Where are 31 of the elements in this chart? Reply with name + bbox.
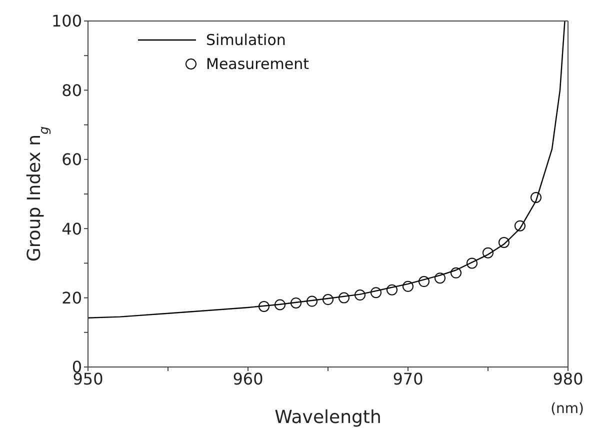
y-tick-label: 20 xyxy=(62,288,82,308)
point xyxy=(354,290,366,301)
point xyxy=(322,294,334,306)
point xyxy=(514,220,526,232)
point xyxy=(386,284,398,296)
point xyxy=(530,192,542,203)
x-tick-label: 980 xyxy=(552,369,584,388)
point xyxy=(338,292,350,304)
point xyxy=(418,276,430,288)
point xyxy=(290,297,302,308)
text: (nm) xyxy=(550,401,584,417)
point xyxy=(434,272,446,284)
point xyxy=(306,296,318,307)
x-axis-title: Wavelength xyxy=(274,407,382,428)
x-tick-label: 970 xyxy=(392,369,424,388)
point xyxy=(402,280,414,292)
y-tick-label: 100 xyxy=(51,12,82,31)
point xyxy=(450,267,462,278)
point xyxy=(274,299,286,310)
y-tick-label: 40 xyxy=(62,219,82,238)
point xyxy=(482,247,494,258)
line-series xyxy=(88,21,566,318)
point xyxy=(370,287,382,298)
legend-label: Measurement xyxy=(206,54,309,75)
point xyxy=(498,236,510,248)
point xyxy=(258,300,270,312)
y-tick-label: 80 xyxy=(62,80,82,100)
legend-label: Simulation xyxy=(206,30,286,51)
x-tick-label: 960 xyxy=(232,369,264,388)
point xyxy=(466,258,478,269)
y-tick-label: 60 xyxy=(62,150,82,170)
